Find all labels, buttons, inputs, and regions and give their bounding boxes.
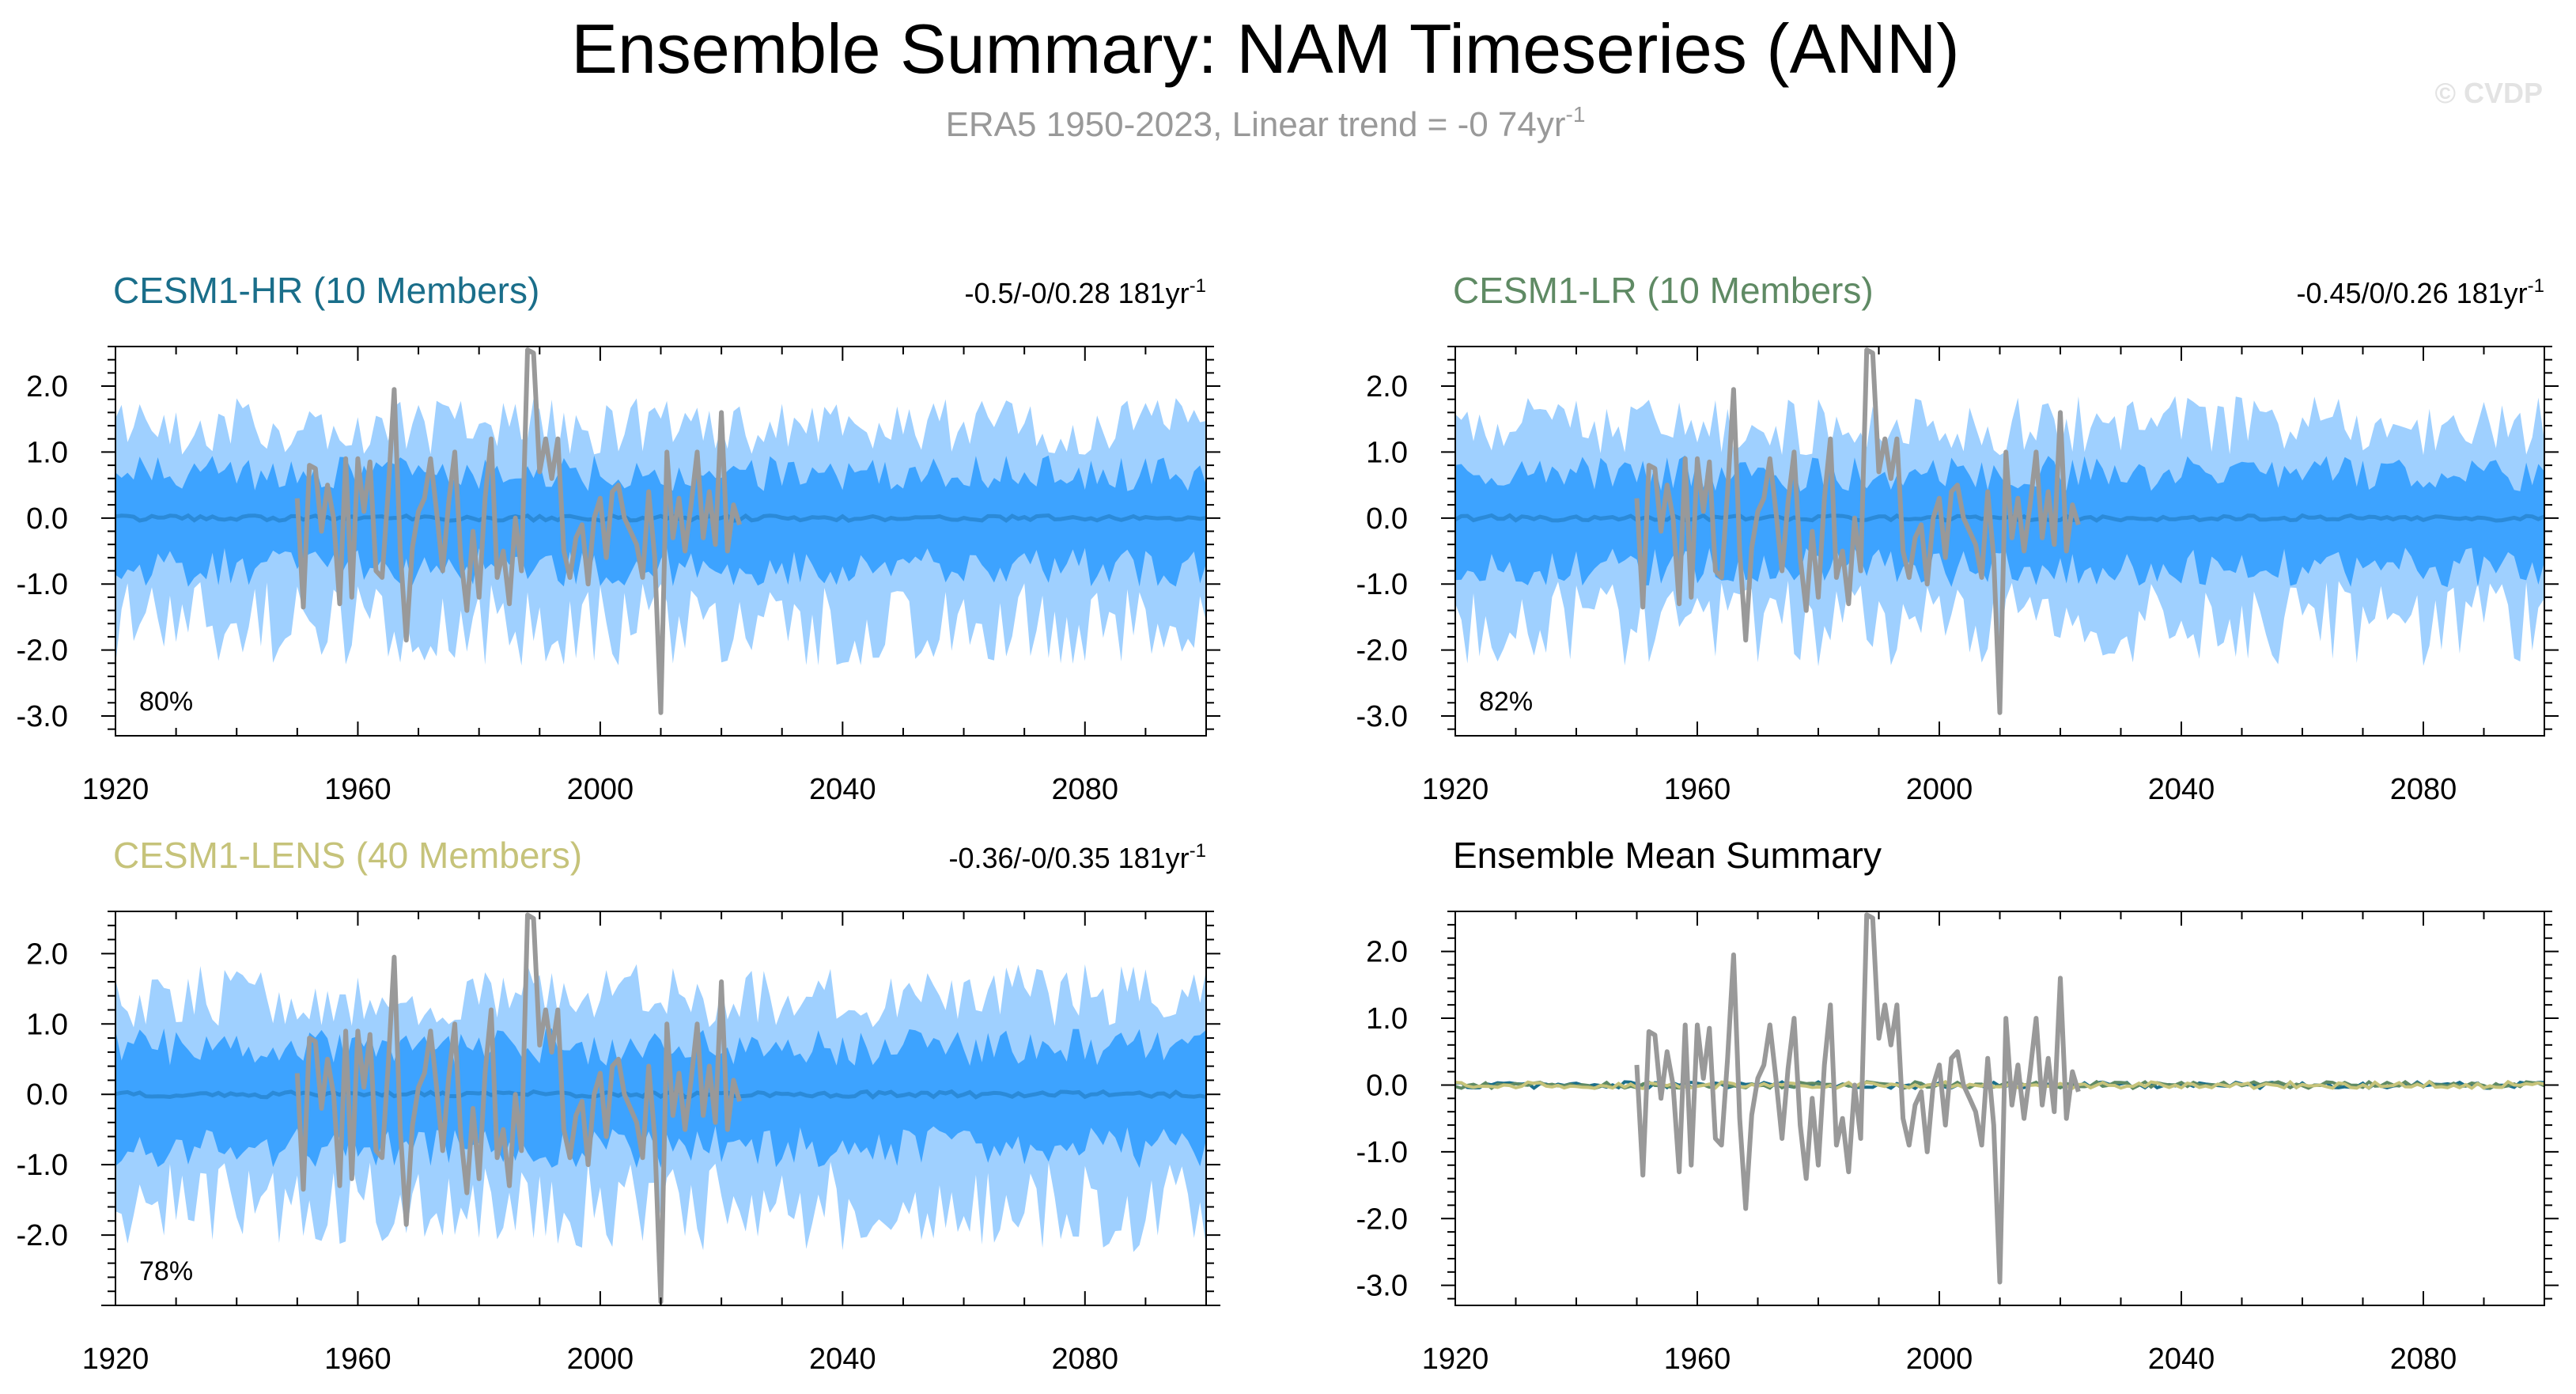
- trend-annotation: -0.5/-0/0.28 181yr-1: [964, 275, 1206, 309]
- x-tick-label: 1960: [1664, 773, 1731, 806]
- subtitle-main: ERA5 1950-2023, Linear trend = -0 74yr: [946, 105, 1566, 144]
- x-tick-label: 1960: [1664, 1343, 1731, 1376]
- y-tick-label: -2.0: [1356, 634, 1408, 668]
- subtitle-superscript: -1: [1566, 102, 1586, 127]
- y-tick-label: 1.0: [26, 436, 68, 469]
- panel-title: CESM1-LENS (40 Members): [113, 835, 582, 876]
- x-tick-label: 2080: [1052, 1343, 1119, 1376]
- y-tick-label: 1.0: [26, 1008, 68, 1041]
- y-tick-label: -2.0: [1356, 1203, 1408, 1236]
- x-tick-label: 2000: [1906, 1343, 1973, 1376]
- x-tick-label: 2000: [567, 1343, 634, 1376]
- x-tick-label: 2040: [809, 773, 876, 806]
- y-tick-label: 2.0: [26, 370, 68, 403]
- figure-title: Ensemble Summary: NAM Timeseries (ANN): [571, 9, 1959, 88]
- x-tick-label: 2000: [567, 773, 634, 806]
- x-tick-label: 2000: [1906, 773, 1973, 806]
- x-tick-label: 2040: [2148, 1343, 2215, 1376]
- figure-subtitle: ERA5 1950-2023, Linear trend = -0 74yr-1: [946, 102, 1586, 144]
- y-tick-label: -1.0: [17, 1149, 68, 1182]
- y-tick-label: 1.0: [1366, 436, 1408, 469]
- y-tick-label: 0.0: [1366, 1069, 1408, 1102]
- x-tick-label: 2080: [2390, 773, 2457, 806]
- y-tick-label: 2.0: [26, 938, 68, 971]
- plot-area: [115, 912, 1206, 1305]
- trend-superscript: -1: [1190, 275, 1206, 297]
- y-tick-label: -3.0: [17, 700, 68, 733]
- observed-timeseries-line: [1634, 347, 2081, 715]
- trend-value: -0.5/-0/0.28 181yr: [964, 277, 1189, 309]
- y-tick-label: 2.0: [1366, 936, 1408, 969]
- y-tick-label: -3.0: [1356, 700, 1408, 733]
- y-tick-label: -1.0: [17, 568, 68, 601]
- percent-label: 80%: [139, 687, 193, 717]
- x-tick-label: 1920: [82, 1343, 149, 1376]
- y-tick-label: -3.0: [1356, 1270, 1408, 1303]
- y-tick-label: 0.0: [26, 1078, 68, 1112]
- x-tick-label: 1960: [324, 773, 392, 806]
- observed-timeseries-line: [1634, 912, 2081, 1285]
- x-tick-label: 2040: [809, 1343, 876, 1376]
- y-tick-label: -1.0: [1356, 1136, 1408, 1169]
- x-tick-label: 2080: [1052, 773, 1119, 806]
- trend-superscript: -1: [1190, 840, 1206, 862]
- x-tick-label: 1920: [82, 773, 149, 806]
- trend-value: -0.36/-0/0.35 181yr: [948, 842, 1189, 874]
- y-tick-label: -2.0: [17, 634, 68, 668]
- x-tick-label: 2080: [2390, 1343, 2457, 1376]
- x-tick-label: 1960: [324, 1343, 392, 1376]
- panel-cesm1-lr: 1920 1960 2000 2040 2080 2.0 1.0 0.0 -1.0 -2.0 -3.…: [1356, 270, 2559, 806]
- panel-title: CESM1-LR (10 Members): [1453, 270, 1874, 311]
- percent-label: 82%: [1479, 687, 1533, 717]
- panel-cesm1-lens: 1920 1960 2000 2040 2080 2.0 1.0 0.0 -1.0 -2.0 CES…: [17, 835, 1220, 1376]
- plot-area: [1455, 347, 2544, 715]
- panel-ensemble-mean-summary: 1920 1960 2000 2040 2080 2.0 1.0 0.0 -1.0 -2.0 -3.…: [1356, 835, 2559, 1376]
- y-tick-label: -2.0: [17, 1219, 68, 1252]
- panel-cesm1-hr: 1920 1960 2000 2040 2080 2.0 1.0 0.0 -1.0 -2.0 -3.…: [17, 270, 1220, 806]
- trend-annotation: -0.36/-0/0.35 181yr-1: [948, 840, 1206, 874]
- observed-timeseries-line: [294, 912, 742, 1305]
- trend-annotation: -0.45/0/0.26 181yr-1: [2296, 275, 2544, 309]
- plot-area: [1455, 912, 2544, 1285]
- y-tick-label: 2.0: [1366, 370, 1408, 403]
- plot-area: [115, 347, 1206, 715]
- y-tick-label: 0.0: [26, 502, 68, 536]
- x-tick-label: 2040: [2148, 773, 2215, 806]
- y-tick-label: 0.0: [1366, 502, 1408, 536]
- trend-value: -0.45/0/0.26 181yr: [2296, 277, 2527, 309]
- panel-title: Ensemble Mean Summary: [1453, 835, 1882, 876]
- observed-timeseries-line: [294, 347, 742, 715]
- y-tick-label: -1.0: [1356, 568, 1408, 601]
- percent-label: 78%: [139, 1256, 193, 1286]
- x-tick-label: 1920: [1422, 1343, 1489, 1376]
- x-tick-label: 1920: [1422, 773, 1489, 806]
- panel-title: CESM1-HR (10 Members): [113, 270, 539, 311]
- watermark: © CVDP: [2434, 77, 2543, 109]
- trend-superscript: -1: [2528, 275, 2544, 297]
- y-tick-label: 1.0: [1366, 1002, 1408, 1036]
